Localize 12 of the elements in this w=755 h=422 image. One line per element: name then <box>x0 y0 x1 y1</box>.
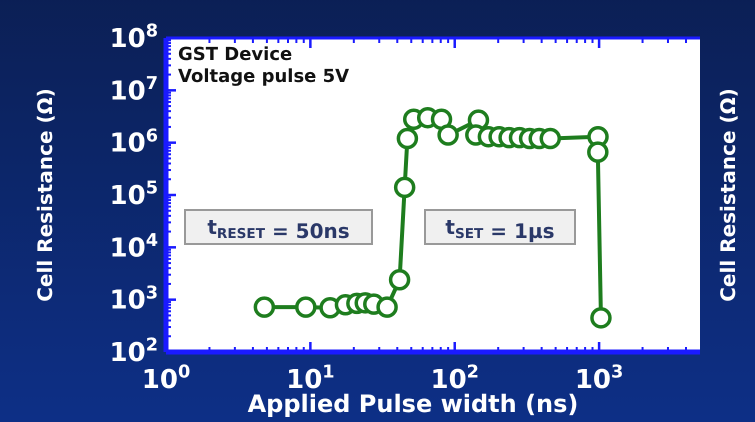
y-axis-title: Cell Resistance (Ω) <box>33 88 57 302</box>
y-tick-label: 10$^{7}$ <box>110 74 158 106</box>
y-tick-label: 10$^{5}$ <box>110 178 158 211</box>
y-tick-label: 10$^{4}$ <box>110 230 158 264</box>
y-tick-label: 10$^{3}$ <box>110 283 158 316</box>
y2-axis-title: Cell Resistance (Ω) <box>716 88 740 302</box>
annotation: Voltage pulse 5V <box>178 66 350 87</box>
y-tick-label: 10$^{8}$ <box>110 22 158 54</box>
annotation: t$_{RESET}$ = 50ns <box>207 215 350 243</box>
annotation: t$_{SET}$ = 1μs <box>445 215 555 243</box>
annotation: GST Device <box>178 44 292 65</box>
y-tick-label: 10$^{6}$ <box>110 126 158 159</box>
